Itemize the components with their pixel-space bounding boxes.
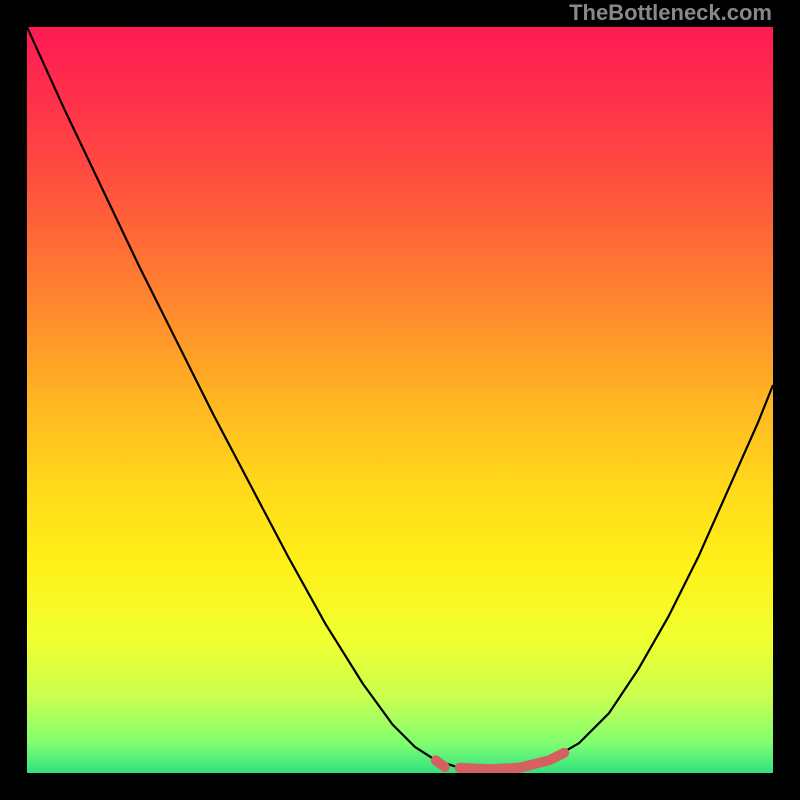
highlight-segment [460, 753, 564, 769]
curve-overlay [27, 27, 773, 773]
watermark-text: TheBottleneck.com [569, 0, 772, 26]
bottleneck-curve [27, 27, 773, 769]
highlight-segments [436, 753, 564, 769]
highlight-segment [436, 760, 445, 767]
chart-plot-area [27, 27, 773, 773]
